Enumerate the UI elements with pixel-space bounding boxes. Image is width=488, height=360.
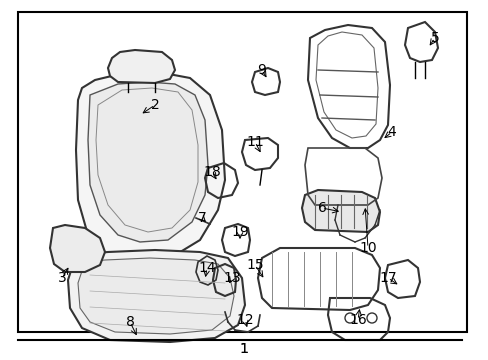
- Text: 16: 16: [348, 313, 366, 327]
- Polygon shape: [50, 225, 105, 272]
- Text: 7: 7: [197, 211, 206, 225]
- Text: 12: 12: [236, 313, 253, 327]
- Text: 19: 19: [231, 225, 248, 239]
- Text: 14: 14: [198, 261, 215, 275]
- Text: 1: 1: [239, 342, 248, 356]
- Text: 11: 11: [245, 135, 264, 149]
- Text: 15: 15: [245, 258, 263, 272]
- Text: 18: 18: [203, 165, 221, 179]
- Text: 10: 10: [359, 241, 376, 255]
- Text: 2: 2: [150, 98, 159, 112]
- Polygon shape: [88, 82, 207, 242]
- Text: 9: 9: [257, 63, 266, 77]
- Text: 17: 17: [378, 271, 396, 285]
- Polygon shape: [78, 258, 234, 334]
- Bar: [18, 12, 466, 332]
- Polygon shape: [302, 190, 379, 232]
- Text: 4: 4: [387, 125, 396, 139]
- Polygon shape: [68, 250, 244, 342]
- Text: 1: 1: [239, 342, 248, 356]
- Text: 6: 6: [317, 201, 326, 215]
- Polygon shape: [76, 72, 224, 260]
- Text: 13: 13: [223, 271, 240, 285]
- Polygon shape: [108, 50, 175, 83]
- Text: 5: 5: [430, 31, 439, 45]
- Text: 3: 3: [58, 271, 66, 285]
- Text: 8: 8: [125, 315, 134, 329]
